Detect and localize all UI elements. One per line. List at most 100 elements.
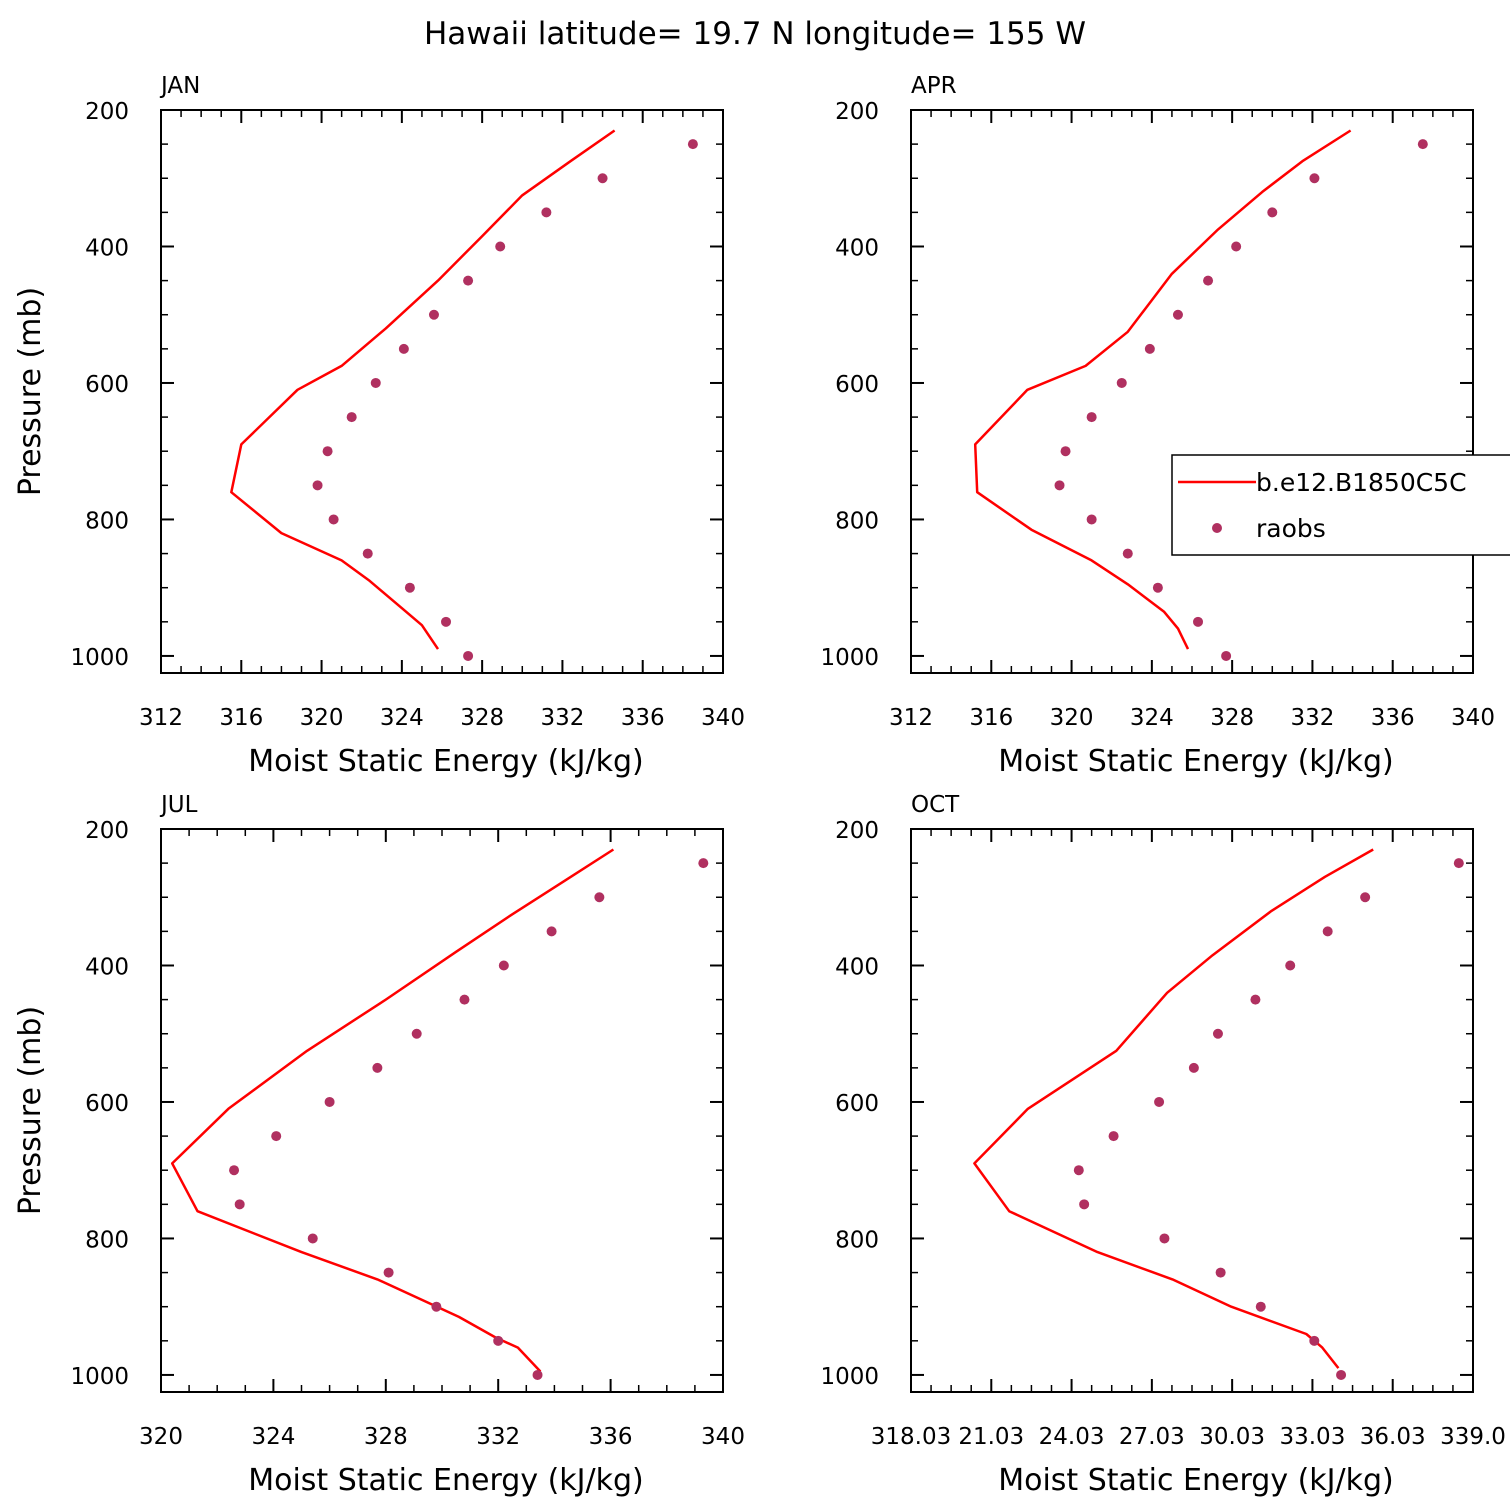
y-tick-label: 1000 xyxy=(820,645,879,671)
raobs-point xyxy=(1221,650,1232,661)
raobs-point xyxy=(459,994,470,1005)
y-tick-label: 1000 xyxy=(820,1364,879,1390)
plot-frame xyxy=(910,109,1474,674)
raobs-point xyxy=(372,1062,383,1073)
plot-frame xyxy=(160,109,724,674)
raobs-point xyxy=(328,514,339,525)
raobs-point xyxy=(362,548,373,559)
raobs-point xyxy=(411,1028,422,1039)
x-axis-label: Moist Static Energy (kJ/kg) xyxy=(248,744,644,779)
y-tick-label: 600 xyxy=(835,1091,879,1117)
x-tick-label: 27.03 xyxy=(1119,1424,1185,1450)
raobs-point xyxy=(1122,548,1133,559)
plot-frame xyxy=(910,828,1474,1393)
raobs-point xyxy=(1203,275,1214,286)
y-tick-label: 600 xyxy=(85,372,129,398)
raobs-point xyxy=(1054,480,1065,491)
x-tick-label: 336 xyxy=(621,705,665,731)
panel-oct: OCT 318.03 21.03 24.03 27.03 30.03 33.03 36.03… xyxy=(820,792,1505,1498)
y-tick-label: 400 xyxy=(85,235,129,261)
x-tick-label: 336 xyxy=(1371,705,1415,731)
raobs-point xyxy=(532,1369,543,1380)
y-tick-label: 800 xyxy=(85,508,129,534)
x-axis-label: Moist Static Energy (kJ/kg) xyxy=(998,744,1394,779)
y-tick-label: 200 xyxy=(835,818,879,844)
raobs-point xyxy=(541,207,552,218)
raobs-point xyxy=(1108,1131,1119,1142)
panel-title: OCT xyxy=(911,792,960,818)
y-tick-label: 1000 xyxy=(70,645,129,671)
panel-title: APR xyxy=(911,73,957,99)
raobs-point xyxy=(687,139,698,150)
x-tick-label: 339.0 xyxy=(1440,1424,1506,1450)
x-tick-label: 340 xyxy=(1451,705,1495,731)
model-series-line xyxy=(230,129,616,650)
legend-dot-swatch xyxy=(1212,523,1222,533)
raobs-point xyxy=(594,892,605,903)
raobs-point xyxy=(1267,207,1278,218)
x-tick-label: 318.03 xyxy=(871,1424,951,1450)
y-tick-label: 800 xyxy=(835,508,879,534)
x-tick-label: 316 xyxy=(969,705,1013,731)
y-tick-label: 400 xyxy=(85,954,129,980)
x-tick-label: 36.03 xyxy=(1360,1424,1426,1450)
raobs-point xyxy=(398,343,409,354)
y-axis-label: Pressure (mb) xyxy=(13,287,48,496)
y-tick-label: 200 xyxy=(85,818,129,844)
model-series-line xyxy=(973,129,1352,650)
raobs-point xyxy=(428,309,439,320)
x-tick-label: 324 xyxy=(380,705,424,731)
x-tick-label: 21.03 xyxy=(958,1424,1024,1450)
raobs-point xyxy=(431,1301,442,1312)
x-tick-label: 30.03 xyxy=(1199,1424,1265,1450)
x-tick-label: 24.03 xyxy=(1039,1424,1105,1450)
y-tick-label: 800 xyxy=(835,1227,879,1253)
x-tick-label: 332 xyxy=(1290,705,1334,731)
x-axis-label: Moist Static Energy (kJ/kg) xyxy=(998,1463,1394,1498)
raobs-point xyxy=(1193,616,1204,627)
raobs-point xyxy=(1152,582,1163,593)
raobs-point xyxy=(229,1165,240,1176)
raobs-point xyxy=(312,480,323,491)
x-tick-label: 324 xyxy=(1130,705,1174,731)
raobs-point xyxy=(1309,1335,1320,1346)
raobs-point xyxy=(463,650,474,661)
raobs-point xyxy=(1079,1199,1090,1210)
raobs-point xyxy=(1360,892,1371,903)
legend-label-model: b.e12.B1850C5C xyxy=(1256,468,1467,497)
panel-jan: JAN 312 316 320 324 328 332 336 340 200 400 600 800… xyxy=(13,73,745,779)
figure-title: Hawaii latitude= 19.7 N longitude= 155 W xyxy=(424,16,1086,52)
x-tick-label: 328 xyxy=(460,705,504,731)
panel-jul: JUL 320 324 328 332 336 340 200 400 600 800 1000 Mo… xyxy=(13,792,745,1498)
raobs-point xyxy=(1086,412,1097,423)
raobs-point xyxy=(346,412,357,423)
legend-label-raobs: raobs xyxy=(1256,514,1326,543)
raobs-point xyxy=(1309,173,1320,184)
raobs-point xyxy=(1322,926,1333,937)
raobs-point xyxy=(1215,1267,1226,1278)
raobs-point xyxy=(1417,139,1428,150)
raobs-point xyxy=(1212,1028,1223,1039)
x-tick-label: 336 xyxy=(589,1424,633,1450)
raobs-point xyxy=(1231,241,1242,252)
raobs-point xyxy=(1073,1165,1084,1176)
model-series-line xyxy=(170,848,615,1373)
legend: b.e12.B1850C5C raobs xyxy=(1171,454,1510,556)
x-tick-label: 320 xyxy=(300,705,344,731)
raobs-point xyxy=(1144,343,1155,354)
raobs-point xyxy=(383,1267,394,1278)
raobs-point xyxy=(1285,960,1296,971)
y-tick-label: 400 xyxy=(835,954,879,980)
raobs-point xyxy=(324,1096,335,1107)
x-tick-label: 320 xyxy=(139,1424,183,1450)
x-axis-label: Moist Static Energy (kJ/kg) xyxy=(248,1463,644,1498)
raobs-point xyxy=(1086,514,1097,525)
raobs-point xyxy=(1188,1062,1199,1073)
panel-apr: APR 312 316 320 324 328 332 336 340 200 400 600 800… xyxy=(820,73,1495,779)
x-tick-label: 312 xyxy=(889,705,933,731)
raobs-point xyxy=(322,446,333,457)
raobs-point xyxy=(370,377,381,388)
raobs-point xyxy=(498,960,509,971)
x-tick-label: 328 xyxy=(364,1424,408,1450)
